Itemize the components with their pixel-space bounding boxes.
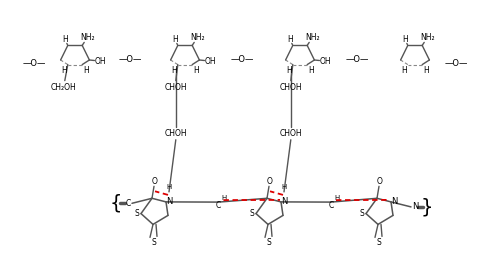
Text: N: N bbox=[166, 197, 172, 206]
Text: —O—: —O— bbox=[346, 55, 369, 65]
Text: S: S bbox=[134, 209, 140, 218]
Text: S: S bbox=[266, 238, 272, 247]
Text: O: O bbox=[152, 177, 158, 186]
Text: NH₂: NH₂ bbox=[190, 33, 204, 42]
Text: H: H bbox=[222, 195, 227, 201]
Text: H: H bbox=[166, 184, 172, 190]
Text: H: H bbox=[171, 66, 176, 75]
Text: NH₂: NH₂ bbox=[80, 33, 94, 42]
Text: N: N bbox=[281, 197, 287, 206]
Text: —O—: —O— bbox=[118, 55, 142, 65]
Text: H: H bbox=[62, 35, 68, 44]
Text: S: S bbox=[152, 238, 156, 247]
Text: —O—: —O— bbox=[231, 55, 254, 65]
Text: —O—: —O— bbox=[22, 59, 46, 68]
Text: N: N bbox=[412, 202, 418, 211]
Text: H: H bbox=[286, 66, 292, 75]
Text: H: H bbox=[282, 184, 286, 190]
Text: H: H bbox=[334, 195, 340, 201]
Text: S: S bbox=[250, 209, 254, 218]
Text: S: S bbox=[360, 209, 364, 218]
Text: O: O bbox=[267, 177, 273, 186]
Text: H: H bbox=[401, 66, 406, 75]
Text: {: { bbox=[110, 194, 122, 213]
Text: OH: OH bbox=[320, 57, 331, 65]
Text: —O—: —O— bbox=[444, 59, 468, 68]
Text: H: H bbox=[61, 66, 66, 75]
Text: S: S bbox=[376, 238, 382, 247]
Text: H: H bbox=[172, 35, 178, 44]
Text: C: C bbox=[328, 201, 334, 209]
Text: NH₂: NH₂ bbox=[420, 33, 434, 42]
Text: C: C bbox=[126, 199, 130, 208]
Text: OH: OH bbox=[94, 57, 106, 65]
Text: H: H bbox=[402, 35, 407, 44]
Text: CHOH: CHOH bbox=[164, 129, 187, 138]
Text: H: H bbox=[424, 66, 429, 75]
Text: }: } bbox=[421, 197, 433, 216]
Text: CHOH: CHOH bbox=[164, 83, 187, 92]
Text: H: H bbox=[308, 66, 314, 75]
Text: C: C bbox=[216, 201, 221, 209]
Text: H: H bbox=[84, 66, 89, 75]
Text: OH: OH bbox=[204, 57, 216, 65]
Text: CHOH: CHOH bbox=[280, 83, 302, 92]
Text: NH₂: NH₂ bbox=[305, 33, 320, 42]
Text: O: O bbox=[377, 177, 383, 186]
Text: CHOH: CHOH bbox=[280, 129, 302, 138]
Text: CH₂OH: CH₂OH bbox=[51, 83, 76, 92]
Text: H: H bbox=[287, 35, 292, 44]
Text: N: N bbox=[391, 197, 397, 206]
Text: H: H bbox=[194, 66, 199, 75]
